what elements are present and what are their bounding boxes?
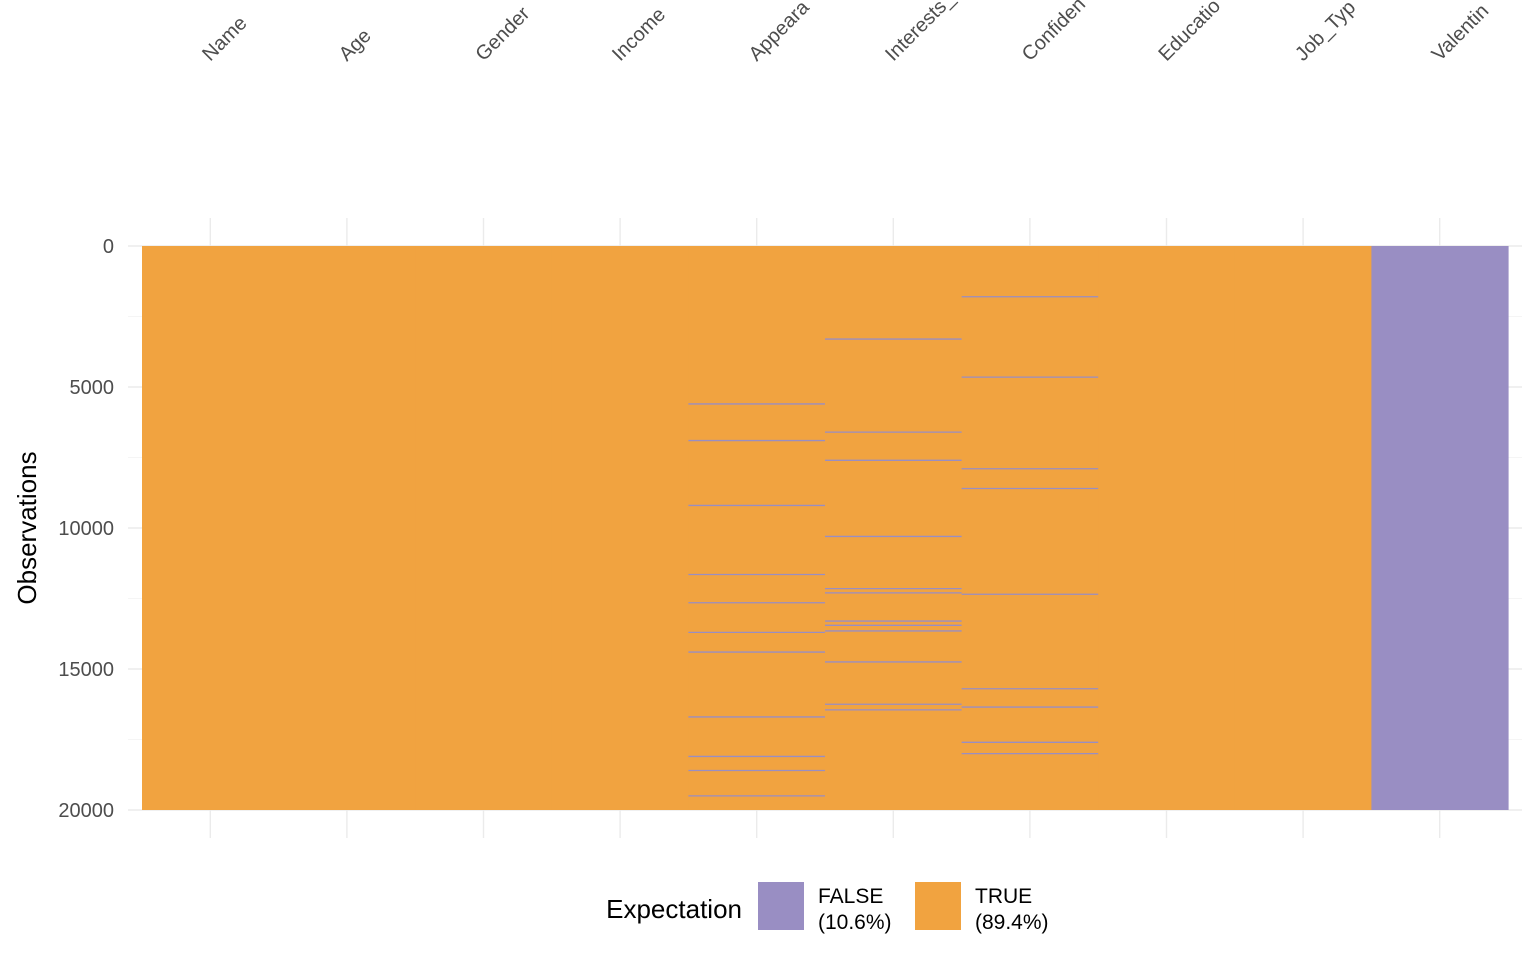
y-tick-label: 20000 [58, 800, 114, 822]
heatmap-tiles [142, 246, 1509, 810]
legend-percent: (10.6%) [818, 911, 892, 934]
legend-label: TRUE [975, 885, 1032, 908]
y-tick-label: 5000 [70, 377, 115, 399]
legend-title: Expectation [606, 894, 742, 924]
x-tick-label: Interests_ [881, 0, 959, 66]
y-tick-label: 15000 [58, 659, 114, 681]
column-tile-valentine-date [1371, 246, 1509, 810]
column-tile-age [278, 246, 416, 810]
column-tile-job-type [1234, 246, 1372, 810]
false-markers [688, 296, 1099, 797]
column-tile-appearance-score [688, 246, 826, 810]
column-tile-income [551, 246, 689, 810]
y-tick-label: 0 [103, 236, 114, 258]
column-tile-interests-score [825, 246, 963, 810]
legend-label: FALSE [818, 885, 883, 908]
legend-key-false [758, 882, 804, 930]
x-tick-labels: Name Age Gender Income Appeara Interests_ Conf… [198, 0, 1493, 66]
x-tick-label: Confiden [1018, 0, 1090, 66]
y-axis-label: Observations [12, 451, 42, 604]
x-tick-label: Appeara [745, 0, 815, 66]
x-tick-label: Gender [471, 3, 534, 66]
legend-key-true [915, 882, 961, 930]
column-tile-education-level [1098, 246, 1236, 810]
x-tick-label: Educatio [1154, 0, 1225, 66]
x-tick-label: Income [608, 4, 670, 66]
column-tile-gender [415, 246, 553, 810]
x-tick-label: Valentin [1428, 0, 1494, 66]
y-tick-label: 10000 [58, 518, 114, 540]
legend: Expectation FALSE (10.6%) TRUE (89.4%) [606, 882, 1049, 934]
column-tile-name [142, 246, 280, 810]
x-tick-label: Name [198, 12, 251, 65]
column-tile-confidence-score [961, 246, 1099, 810]
x-tick-label: Job_Typ [1291, 0, 1360, 66]
x-tick-label: Age [335, 25, 376, 66]
legend-percent: (89.4%) [975, 911, 1049, 934]
y-tick-labels: 0 5000 10000 15000 20000 [58, 236, 114, 822]
